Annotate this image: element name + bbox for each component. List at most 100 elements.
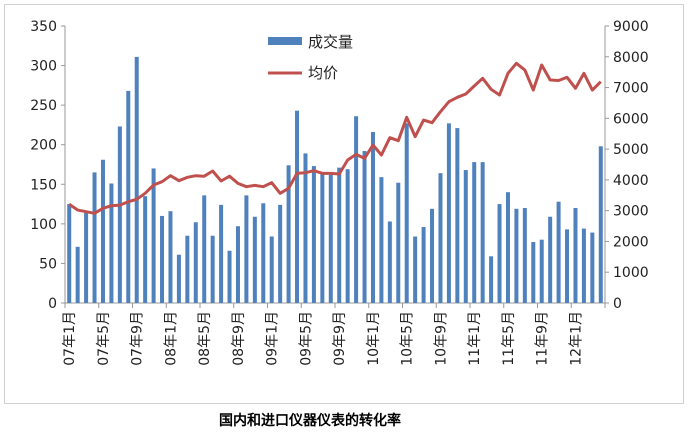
bar-volume	[160, 215, 165, 303]
x-tick-label: 10年1月	[366, 311, 382, 366]
bar-volume	[387, 221, 392, 303]
bar-volume	[438, 173, 443, 303]
bar-volume	[117, 126, 122, 303]
x-tick-label: 07年9月	[130, 311, 146, 366]
bar-volume	[472, 162, 477, 303]
bar-volume	[134, 56, 139, 303]
bar-volume	[337, 167, 342, 303]
bar-volume	[295, 110, 300, 303]
bar-volume	[227, 250, 232, 303]
bar-volume	[522, 208, 527, 303]
line-avg-price	[68, 61, 602, 215]
bar-volume	[556, 201, 561, 303]
x-tick-label: 08年9月	[231, 311, 247, 366]
x-tick-label: 07年1月	[62, 311, 78, 366]
bar-volume	[244, 195, 249, 303]
left-tick-label: 50	[39, 256, 57, 272]
bar-volume	[92, 172, 97, 303]
left-tick-label: 250	[30, 98, 57, 114]
bar-volume	[421, 227, 426, 303]
right-tick-label: 8000	[613, 50, 649, 66]
bar-volume	[370, 132, 375, 303]
bar-volume	[84, 211, 89, 303]
bar-volume	[286, 165, 291, 303]
bar-volume	[404, 123, 409, 304]
bar-volume	[548, 216, 553, 303]
bar-volume	[446, 123, 451, 304]
bar-volume	[581, 228, 586, 303]
x-tick-label: 09年1月	[265, 311, 281, 366]
bar-volume	[413, 236, 418, 303]
bar-volume	[396, 182, 401, 303]
bar-volume	[278, 204, 283, 303]
bar-volume	[100, 159, 105, 303]
bar-volume	[455, 128, 460, 303]
bar-volume	[489, 256, 494, 303]
bar-volume	[505, 192, 510, 303]
bar-volume	[269, 236, 274, 303]
bar-volume	[598, 146, 603, 303]
right-tick-label: 9000	[613, 19, 649, 35]
legend-swatch-volume	[268, 37, 302, 45]
bar-volume	[311, 166, 316, 303]
bar-volume	[362, 151, 367, 303]
bar-volume	[75, 246, 80, 303]
x-tick-label: 09年5月	[298, 311, 314, 366]
bar-volume	[565, 229, 570, 303]
left-tick-label: 300	[30, 59, 57, 75]
x-tick-label: 12年1月	[568, 311, 584, 366]
bar-volume	[210, 235, 215, 303]
bar-volume	[151, 168, 156, 303]
bar-volume	[345, 169, 350, 303]
bar-volume	[497, 204, 502, 303]
bar-volume	[109, 183, 114, 303]
bar-volume	[354, 116, 359, 303]
bar-volume	[143, 196, 148, 303]
bar-volume	[531, 242, 536, 303]
x-tick-label: 11年5月	[501, 311, 517, 366]
right-tick-label: 1000	[613, 265, 649, 281]
bar-volume	[430, 208, 435, 303]
bar-volume	[202, 195, 207, 303]
left-tick-label: 100	[30, 217, 57, 233]
bar-volume	[235, 226, 240, 303]
bar-volume	[539, 239, 544, 303]
legend-label-volume: 成交量	[308, 33, 353, 51]
bar-volume	[573, 208, 578, 303]
right-tick-label: 5000	[613, 142, 649, 158]
left-tick-label: 150	[30, 177, 57, 193]
bar-volume	[67, 204, 72, 303]
bar-volume	[261, 203, 266, 303]
legend-label-price: 均价	[308, 64, 338, 82]
bar-volume	[590, 232, 595, 303]
x-tick-label: 08年1月	[163, 311, 179, 366]
chart-caption: 国内和进口仪器仪表的转化率	[219, 413, 401, 429]
left-tick-label: 200	[30, 138, 57, 154]
right-tick-label: 2000	[613, 234, 649, 250]
right-tick-label: 4000	[613, 173, 649, 189]
bar-volume	[168, 211, 173, 303]
bar-volume	[185, 235, 190, 303]
bar-volume	[320, 173, 325, 303]
bar-volume	[328, 174, 333, 303]
bar-volume	[514, 208, 519, 303]
bar-volume	[252, 216, 257, 303]
x-tick-label: 09年9月	[332, 311, 348, 366]
right-tick-label: 7000	[613, 81, 649, 97]
right-tick-label: 6000	[613, 111, 649, 127]
x-tick-label: 08年5月	[197, 311, 213, 366]
x-tick-label: 10年9月	[433, 311, 449, 366]
left-tick-label: 350	[30, 19, 57, 35]
bar-volume	[193, 222, 198, 303]
bar-volume	[303, 153, 308, 303]
x-tick-label: 07年5月	[96, 311, 112, 366]
bar-volume	[176, 254, 181, 303]
x-tick-label: 11年9月	[535, 311, 551, 366]
bar-volume	[379, 177, 384, 303]
x-tick-label: 10年5月	[400, 311, 416, 366]
right-tick-label: 3000	[613, 204, 649, 220]
left-tick-label: 0	[48, 296, 57, 312]
bar-volume	[219, 204, 224, 303]
chart-frame	[4, 4, 684, 404]
